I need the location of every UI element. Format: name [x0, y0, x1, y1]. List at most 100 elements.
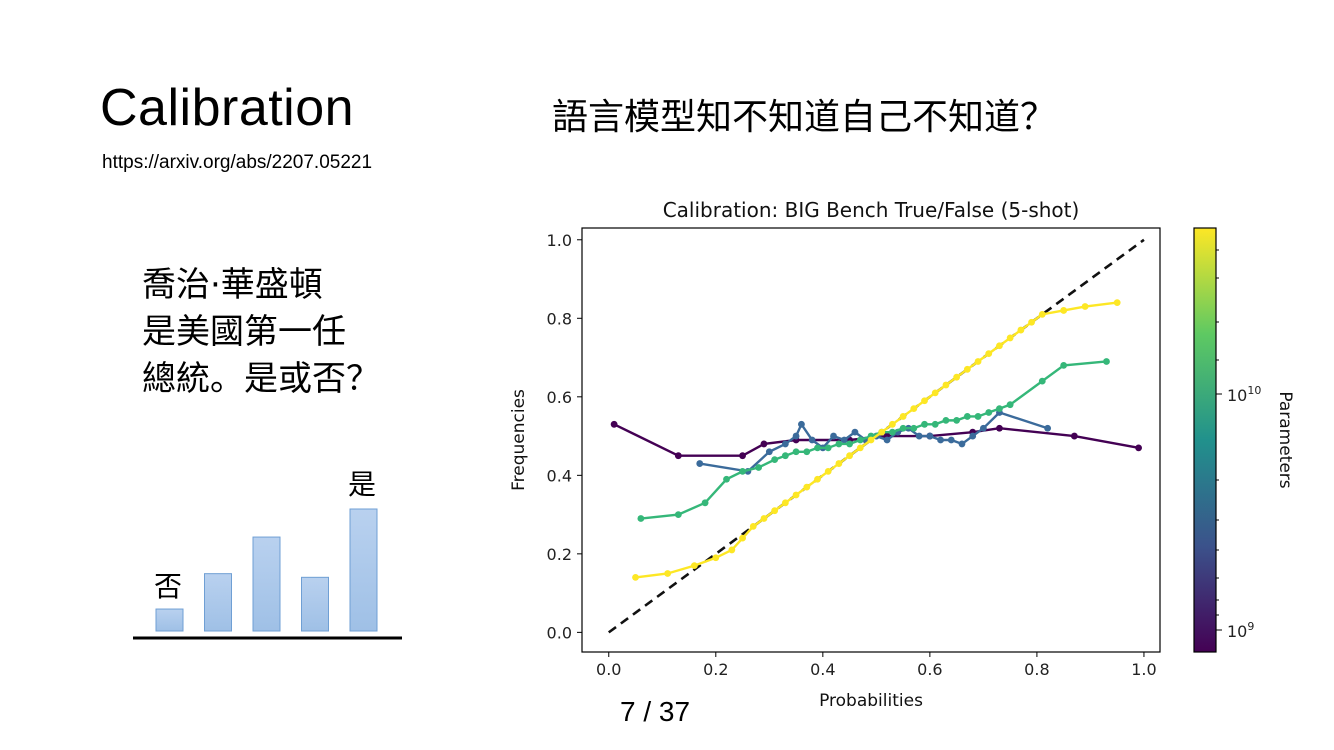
calibration-chart-svg: 0.0 0.2 0.4 0.6 0.8 1.0 0.0 0.2 0.4 0.6 0.8 1.0 Cali… [509, 198, 1295, 711]
series-point [723, 475, 730, 483]
series-point [1103, 358, 1110, 365]
series-point [889, 428, 896, 436]
series-point [856, 436, 864, 444]
series-point [856, 444, 864, 452]
series-point [867, 436, 875, 444]
series-point [760, 440, 768, 448]
series-point [996, 405, 1003, 412]
series-point [739, 452, 746, 460]
series-point [931, 389, 939, 397]
calibration-chart: 0.0 0.2 0.4 0.6 0.8 1.0 0.0 0.2 0.4 0.6 0.8 1.0 Cali… [500, 190, 1320, 722]
series-point [921, 397, 928, 405]
series-point [846, 452, 853, 460]
series-point [771, 507, 779, 515]
series-point [674, 511, 682, 518]
series-point [1060, 362, 1068, 369]
series-point [899, 413, 907, 420]
series-point [883, 436, 891, 444]
y-tick-label: 0.0 [547, 623, 572, 642]
slide-title: Calibration [100, 79, 355, 137]
series-point [1017, 326, 1025, 334]
series-point [1081, 303, 1089, 310]
question-line: 是美國第一任 [142, 312, 346, 352]
series-point [803, 483, 811, 491]
answer-bar [252, 536, 281, 632]
x-tick-label: 0.0 [596, 660, 621, 679]
question-text: 喬治·華盛頓 是美國第一任 總統。是或否？ [142, 262, 380, 403]
series-point [926, 432, 934, 440]
series-point [1113, 299, 1121, 306]
series-point [974, 358, 982, 365]
series-point [979, 424, 987, 432]
series-point [1070, 432, 1078, 440]
question-line: 喬治·華盛頓 [142, 265, 323, 305]
series-point [910, 424, 918, 432]
question-line: 總統。是或否？ [142, 359, 380, 399]
series-point [969, 432, 977, 440]
series-point [937, 436, 944, 444]
series-point [1028, 318, 1035, 326]
y-tick-label: 0.8 [547, 309, 572, 328]
series-point [910, 405, 918, 412]
series-point [749, 522, 757, 530]
series-point [931, 420, 939, 428]
series-point [974, 413, 982, 420]
series-point [755, 464, 763, 471]
y-tick-label: 0.6 [547, 388, 572, 407]
series-point [808, 436, 816, 444]
series-point [889, 420, 896, 428]
series-point [1060, 307, 1068, 314]
series-point [798, 420, 805, 428]
plot-frame [581, 227, 1161, 653]
series-point [690, 562, 698, 570]
x-tick-label: 1.0 [1131, 660, 1156, 679]
y-axis-label: Frequencies [509, 389, 529, 491]
series-point [985, 409, 993, 416]
series-point [792, 448, 800, 456]
series-point [637, 515, 645, 522]
series-point [824, 444, 832, 452]
series-point [953, 416, 961, 424]
series-point [921, 420, 928, 428]
series-point [814, 444, 821, 452]
answer-bar [204, 573, 232, 632]
series-point [963, 365, 971, 373]
series-point [824, 468, 832, 475]
colorbar-tick-label: 1010 [1227, 384, 1261, 405]
series-point [835, 460, 843, 467]
series-point [728, 546, 736, 554]
series-point [851, 428, 859, 436]
colorbar-label: Parameters [1275, 391, 1295, 488]
series-point [781, 452, 789, 460]
series-point [846, 440, 853, 448]
answer-bar [349, 508, 378, 632]
x-axis-label: Probabilities [819, 691, 923, 711]
series-point [674, 452, 682, 460]
series-point [942, 381, 950, 389]
series-point [1006, 334, 1014, 342]
series-point [840, 436, 848, 444]
series-point [712, 554, 720, 562]
paper-link[interactable]: https://arxiv.org/abs/2207.05221 [102, 152, 373, 173]
answer-bar [155, 608, 184, 632]
series-point [1135, 444, 1142, 452]
series-point [953, 373, 961, 381]
bar-label-yes: 是 [348, 468, 377, 501]
series-point [1038, 377, 1046, 385]
answer-bar [301, 576, 329, 632]
x-tick-label: 0.6 [917, 660, 942, 679]
series-point [1044, 424, 1052, 432]
series-point [632, 574, 639, 581]
series-point [610, 420, 618, 428]
series-point [899, 424, 907, 432]
bar-label-no: 否 [154, 570, 183, 604]
series-point [942, 416, 950, 424]
series-point [739, 468, 746, 475]
chart-title: Calibration: BIG Bench True/False (5-sho… [663, 198, 1080, 222]
series-point [915, 432, 923, 440]
slide-headline: 語言模型知不知道自己不知道？ [552, 97, 1057, 138]
colorbar [1193, 227, 1217, 653]
series-point [985, 350, 993, 358]
series-point [792, 432, 800, 440]
series-point [814, 475, 821, 483]
